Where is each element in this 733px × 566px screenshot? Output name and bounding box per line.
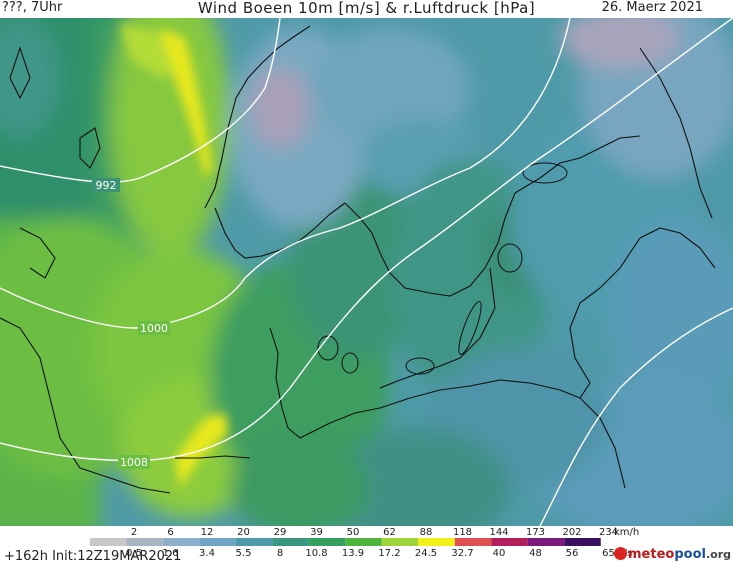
logo-text-pool: pool xyxy=(674,547,706,562)
legend-kmh-label: 88 xyxy=(420,527,433,538)
legend-kmh-label: 2 xyxy=(131,527,137,538)
legend-swatch xyxy=(89,538,127,546)
legend-swatch xyxy=(345,538,382,546)
map-header: ???, 7Uhr Wind Boeen 10m [m/s] & r.Luftd… xyxy=(0,0,733,18)
logo-text-meteo: meteo xyxy=(628,547,675,562)
legend-ms-label: 65 xyxy=(602,548,615,559)
legend-swatch xyxy=(308,538,346,546)
date-label: 26. Maerz 2021 xyxy=(601,0,703,15)
legend-kmh-label: 144 xyxy=(489,527,508,538)
legend-kmh-label: 20 xyxy=(237,527,250,538)
legend-ms-label: 17.2 xyxy=(378,548,400,559)
color-legend: 2 6 12 20 29 39 50 62 88 118 144 173 202 234 km/h 0.5 1.… xyxy=(0,526,733,566)
legend-kmh-label: 202 xyxy=(562,527,581,538)
legend-ms-label: 24.5 xyxy=(415,548,437,559)
meteopool-logo[interactable]: meteopool.org xyxy=(614,547,731,562)
legend-swatch xyxy=(381,538,419,546)
legend-kmh-label: 173 xyxy=(526,527,545,538)
logo-icon xyxy=(614,547,627,560)
weather-map: 992 1000 1008 xyxy=(0,0,733,548)
legend-ms-label: 13.9 xyxy=(342,548,364,559)
isobar-labels: 992 1000 1008 xyxy=(92,178,170,469)
legend-swatch xyxy=(564,538,601,546)
legend-ms-label: 5.5 xyxy=(236,548,252,559)
legend-kmh-label: 39 xyxy=(310,527,323,538)
legend-ms-label: 56 xyxy=(566,548,579,559)
legend-ms-label: 8 xyxy=(277,548,283,559)
isobar-label-1000: 1000 xyxy=(140,322,168,335)
logo-text-tld: .org xyxy=(705,548,731,561)
legend-swatch xyxy=(126,538,163,546)
legend-kmh-label: 29 xyxy=(274,527,287,538)
legend-ms-label: 0.5 xyxy=(126,548,142,559)
legend-ms-label: 10.8 xyxy=(305,548,327,559)
legend-ms-label: 32.7 xyxy=(451,548,473,559)
map-title: Wind Boeen 10m [m/s] & r.Luftdruck [hPa] xyxy=(197,0,536,17)
legend-swatch xyxy=(272,538,309,546)
legend-swatch xyxy=(454,538,492,546)
legend-ms-label: 1.6 xyxy=(163,548,179,559)
run-info: +162h Init:12Z19MAR2021 xyxy=(4,549,182,564)
legend-swatch xyxy=(162,538,200,546)
legend-kmh-label: 12 xyxy=(201,527,214,538)
legend-kmh-label: 6 xyxy=(167,527,173,538)
legend-swatch xyxy=(418,538,455,546)
legend-kmh-label: 50 xyxy=(347,527,360,538)
legend-swatch xyxy=(527,538,565,546)
valid-time-label: ???, 7Uhr xyxy=(2,0,63,15)
legend-kmh-label: 234 xyxy=(599,527,618,538)
legend-swatch xyxy=(491,538,528,546)
legend-kmh-label: 62 xyxy=(383,527,396,538)
legend-ms-label: 40 xyxy=(493,548,506,559)
legend-swatch xyxy=(235,538,273,546)
wind-field xyxy=(0,0,733,548)
isobar-label-1008: 1008 xyxy=(120,456,148,469)
legend-ms-label: 48 xyxy=(529,548,542,559)
isobar-label-992: 992 xyxy=(96,179,117,192)
islands xyxy=(317,162,568,375)
legend-ms-label: 3.4 xyxy=(199,548,215,559)
legend-kmh-unit: km/h xyxy=(614,527,639,538)
legend-swatch xyxy=(199,538,236,546)
map-canvas: 992 1000 1008 xyxy=(0,0,733,548)
coastlines xyxy=(0,25,716,494)
legend-kmh-label: 118 xyxy=(453,527,472,538)
